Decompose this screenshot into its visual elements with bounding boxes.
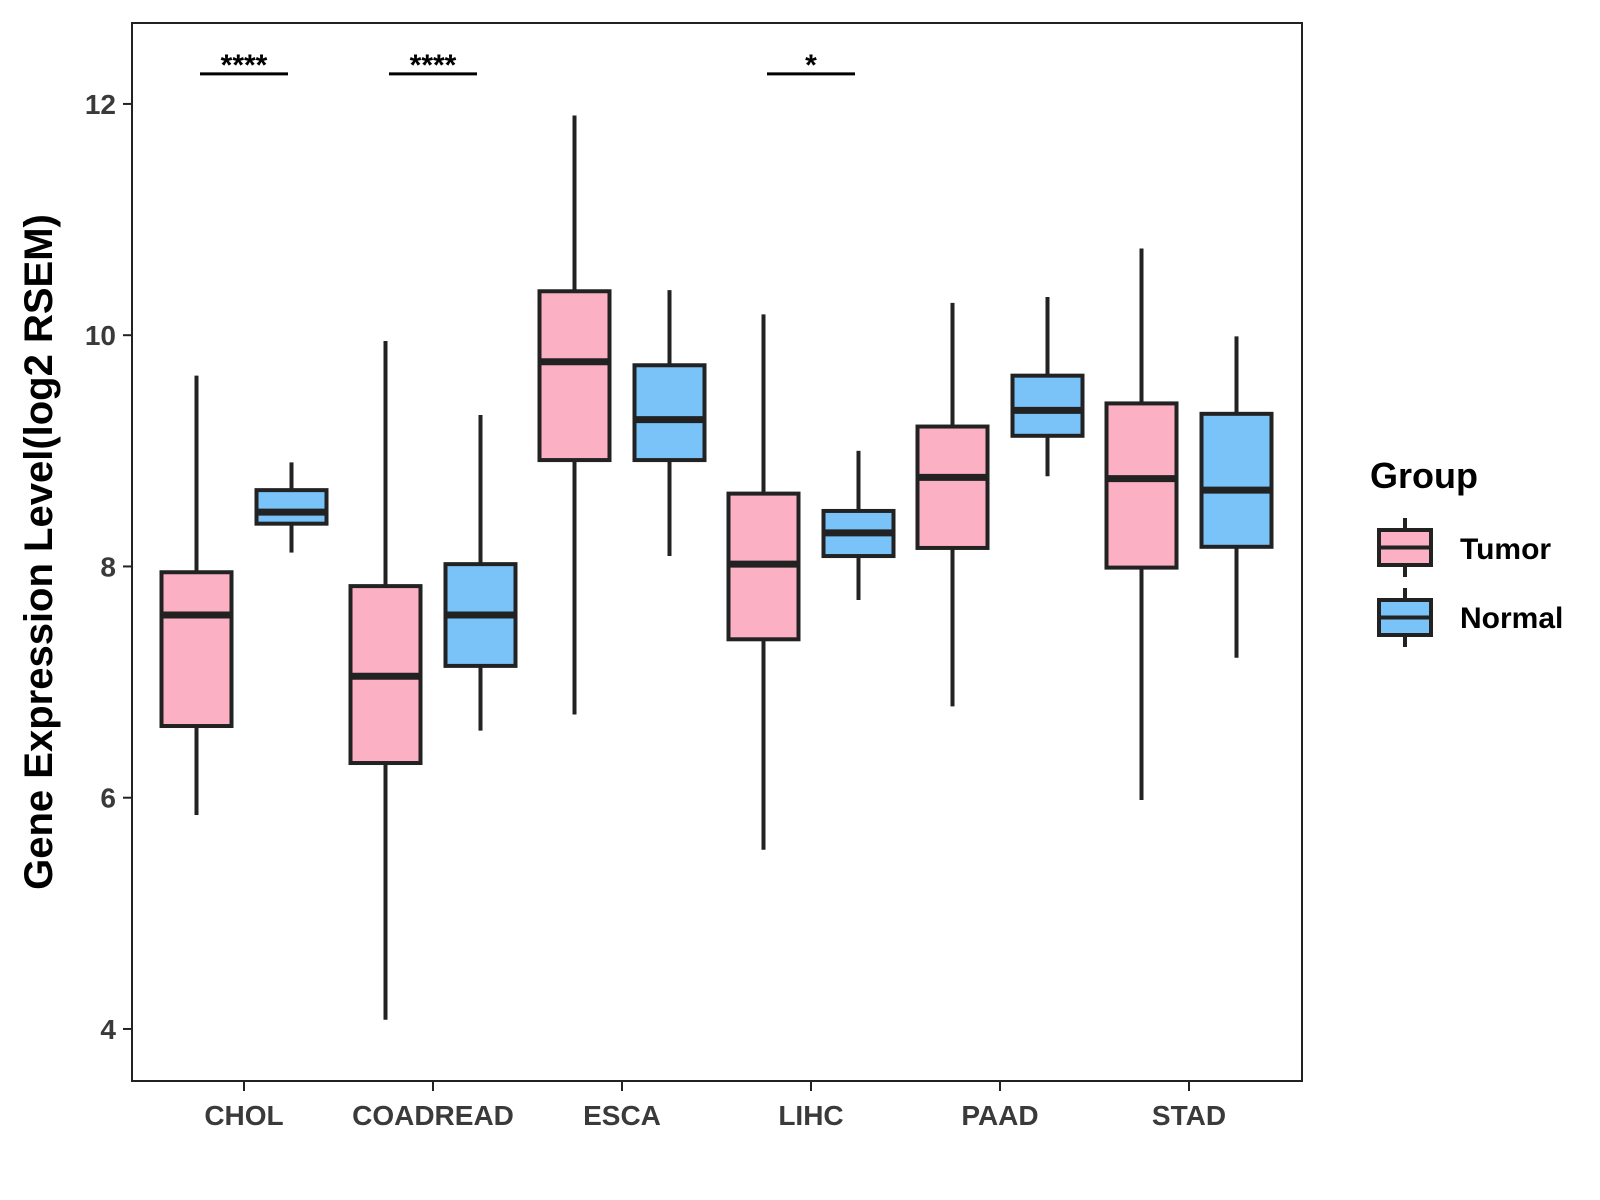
legend-key-normal	[1377, 588, 1433, 647]
box-chol-tumor	[159, 375, 234, 816]
significance-label-coadread: ****	[410, 49, 457, 82]
y-axis: 4 6 8 10 12	[85, 89, 132, 1045]
box-stad-tumor	[1104, 248, 1179, 801]
significance-label-chol: ****	[221, 49, 268, 82]
x-tick-label-lihc: LIHC	[778, 1100, 843, 1131]
box-paad-normal	[1010, 297, 1085, 477]
legend-key-tumor	[1377, 518, 1433, 577]
box-chol-normal	[254, 462, 329, 553]
box-lihc-tumor	[726, 314, 801, 850]
x-tick-label-chol: CHOL	[204, 1100, 283, 1131]
y-tick-label-10: 10	[85, 320, 116, 351]
box-stad-normal	[1199, 336, 1274, 658]
y-tick-label-6: 6	[100, 783, 116, 814]
plot-panel-border	[131, 22, 1303, 1082]
y-tick-label-8: 8	[100, 551, 116, 582]
box-paad-tumor	[915, 302, 990, 707]
y-tick-label-4: 4	[100, 1014, 116, 1045]
box-esca-tumor-iqr	[537, 289, 612, 463]
legend-label-tumor: Tumor	[1460, 533, 1551, 566]
box-stad-normal-iqr	[1199, 411, 1274, 549]
box-esca-normal-iqr	[632, 363, 707, 463]
x-axis: CHOL COADREAD ESCA LIHC PAAD STAD	[204, 1081, 1226, 1131]
y-axis-title: Gene Expression Level(log2 RSEM)	[17, 214, 61, 890]
x-tick-label-paad: PAAD	[961, 1100, 1038, 1131]
box-paad-normal-iqr	[1010, 373, 1085, 438]
box-coadread-normal	[443, 414, 518, 731]
box-chol-normal-iqr	[254, 488, 329, 526]
box-coadread-tumor	[348, 340, 423, 1020]
legend: Group Tumor Normal	[1370, 455, 1563, 647]
x-tick-label-stad: STAD	[1152, 1100, 1226, 1131]
box-lihc-normal	[821, 450, 896, 600]
y-tick-label-12: 12	[85, 89, 116, 120]
legend-title: Group	[1370, 455, 1478, 496]
significance-label-lihc: *	[805, 49, 817, 82]
x-tick-label-coadread: COADREAD	[352, 1100, 514, 1131]
box-esca-normal	[632, 290, 707, 557]
legend-label-normal: Normal	[1460, 602, 1563, 635]
box-chol-tumor-iqr	[159, 570, 234, 729]
box-paad-tumor-iqr	[915, 424, 990, 550]
x-tick-label-esca: ESCA	[583, 1100, 661, 1131]
box-stad-tumor-iqr	[1104, 401, 1179, 570]
box-esca-tumor	[537, 115, 612, 715]
plot-marks: **** **** *	[159, 49, 1274, 1020]
